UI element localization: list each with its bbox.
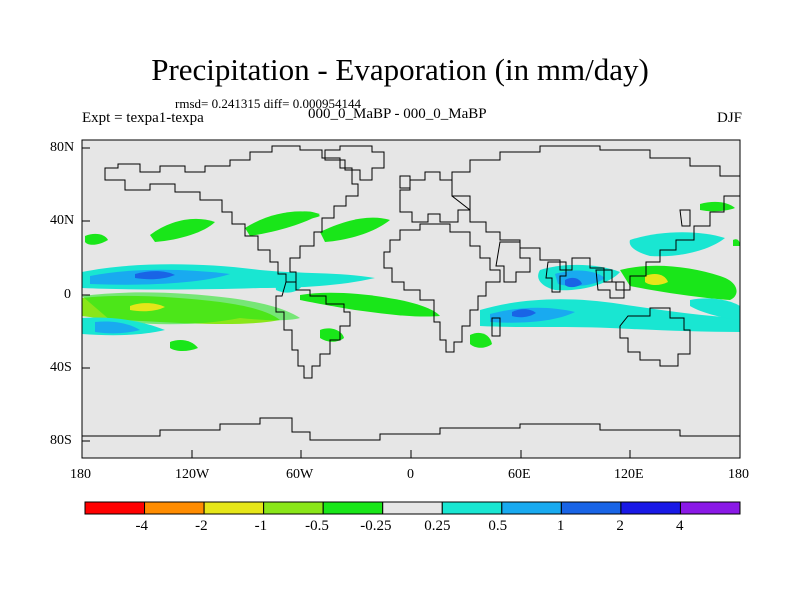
outline-australia <box>619 307 691 367</box>
colorbar-swatch <box>322 501 384 515</box>
contour-green-east2 <box>733 239 740 246</box>
contour-green-npac <box>150 218 215 242</box>
outline-india <box>545 261 567 293</box>
contour-green-wpac <box>85 233 108 245</box>
contour-green-afr <box>470 332 492 348</box>
x-tick-label: 60W <box>286 467 314 482</box>
y-tick-label: 80S <box>50 433 72 448</box>
x-tick-label: 60E <box>508 467 531 482</box>
contour-dblue-mc <box>565 277 582 288</box>
colorbar-label: 0.5 <box>488 518 508 534</box>
contour-blue-indian <box>490 307 575 323</box>
colorbar-swatch <box>203 501 265 515</box>
contour-dblue-indian <box>512 309 536 318</box>
season-label: DJF <box>716 110 742 126</box>
colorbar-label: 4 <box>675 518 684 534</box>
colorbar-label: 1 <box>556 518 565 534</box>
contour-green-wpac2 <box>620 265 737 300</box>
outline-antarctica <box>82 417 740 441</box>
contour-yellow-spcz <box>130 303 165 312</box>
y-tick-label: 0 <box>64 287 71 302</box>
plot-title: Precipitation - Evaporation (in mm/day) <box>151 52 649 87</box>
contour-cyan-npac-e <box>629 232 725 257</box>
outline-uk <box>399 175 411 189</box>
outline-arabia <box>495 241 531 283</box>
colorbar-swatch <box>84 501 146 515</box>
colorbar-label: 0.25 <box>424 518 451 534</box>
colorbar-swatch <box>501 501 562 515</box>
contour-cyan-wpac3 <box>690 298 740 320</box>
y-tick-label: 40S <box>50 360 72 375</box>
experiment-names: 000_0_MaBP - 000_0_MaBP <box>308 106 487 122</box>
colorbar-swatch <box>144 501 205 515</box>
outline-greenland <box>324 145 385 181</box>
outline-japan <box>679 209 691 227</box>
colorbar-label: -1 <box>254 518 268 534</box>
contour-green-satl <box>300 292 440 317</box>
contour-yellow-wpac <box>645 274 668 285</box>
outline-south-america <box>275 281 351 379</box>
outline-madagascar <box>491 317 501 337</box>
y-tick-label: 80N <box>50 140 75 155</box>
contour-green-samer <box>320 328 344 342</box>
contour-cyan-amazon <box>275 276 302 293</box>
stats-line: rmsd= 0.241315 diff= 0.000954144 <box>175 96 361 111</box>
x-tick-label: 120E <box>614 467 644 482</box>
colorbar-swatch <box>560 501 622 515</box>
colorbar-swatch <box>263 501 324 515</box>
continent-outlines <box>82 145 740 441</box>
x-tick-label: 120W <box>175 467 210 482</box>
experiment-label: Expt = texpa1-texpa <box>82 110 204 126</box>
colorbar-label: -2 <box>195 518 208 534</box>
colorbar-swatch <box>620 501 681 515</box>
outline-se-asia <box>595 269 625 299</box>
contour-green2-spcz <box>82 292 300 325</box>
x-tick-label: 180 <box>70 467 91 482</box>
y-tick-label: 40N <box>50 213 75 228</box>
contour-green-east <box>700 201 735 212</box>
axis-ticks <box>81 147 741 458</box>
outline-asia <box>451 145 740 291</box>
colorbar-label: -4 <box>135 518 149 534</box>
contour-cyan-indian <box>480 299 740 332</box>
colorbar <box>84 501 741 515</box>
colorbar-swatch <box>382 501 443 515</box>
colorbar-swatch <box>441 501 503 515</box>
contour-green-natl2 <box>320 217 390 242</box>
colorbar-swatch <box>679 501 741 515</box>
contour-fills <box>82 201 740 351</box>
colorbar-label: -0.25 <box>360 518 392 534</box>
x-tick-label: 0 <box>407 467 414 482</box>
contour-green-south2 <box>170 340 198 351</box>
outline-africa <box>383 223 501 353</box>
x-tick-label: 180 <box>728 467 749 482</box>
contour-dblue-itcz <box>135 271 175 280</box>
contour-green-nafr <box>290 211 320 220</box>
contour-blue-south <box>95 321 140 334</box>
colorbar-label: -0.5 <box>305 518 329 534</box>
colorbar-label: 2 <box>616 518 624 534</box>
outline-north-america <box>104 145 359 283</box>
